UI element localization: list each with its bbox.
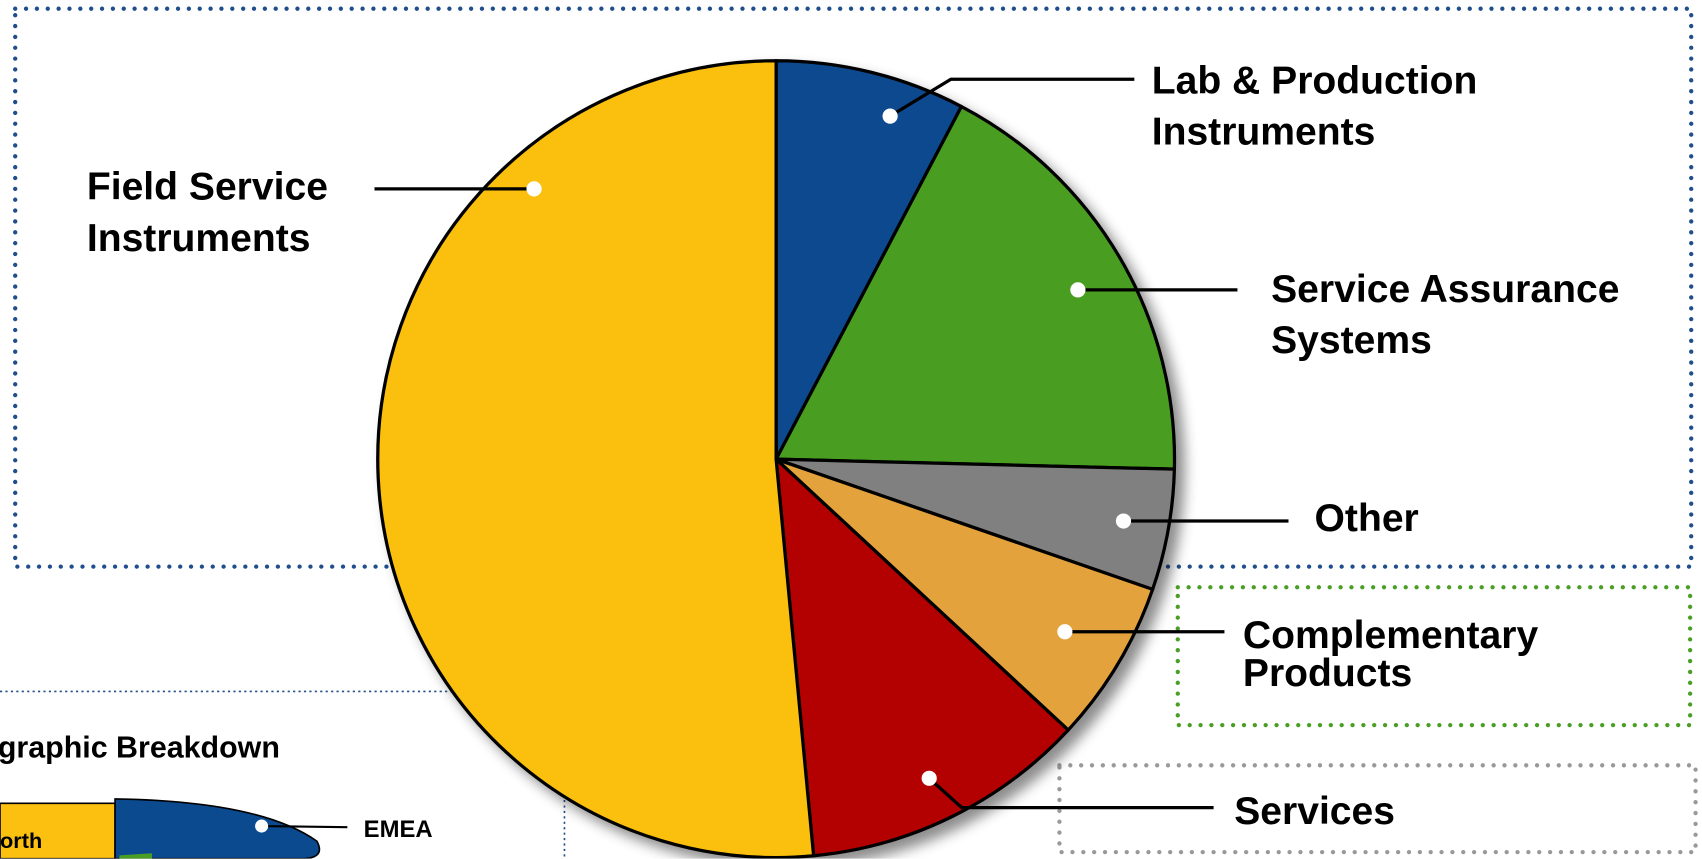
inset-slice — [0, 802, 116, 859]
leader-line — [928, 777, 1214, 810]
slice-label: Field Service Instruments — [86, 163, 328, 260]
leader-dot — [1070, 282, 1086, 298]
slice-label: Service Assurance Systems — [1271, 265, 1620, 362]
slice-label: Lab & Production Instruments — [1151, 57, 1478, 154]
inset-slice — [119, 853, 152, 859]
leader-line — [889, 77, 1135, 118]
pie-slice — [774, 457, 1070, 858]
pie-slice — [774, 104, 1177, 471]
pie-slice — [376, 59, 816, 859]
leader-dot — [526, 181, 542, 197]
slice-label: Services — [1234, 788, 1396, 833]
slice-label: Complementary Products — [1242, 612, 1539, 695]
inset-dot — [255, 819, 269, 833]
pie — [376, 59, 1177, 859]
pie-slice — [774, 457, 1155, 732]
inset-leader — [261, 824, 348, 829]
inset-title: graphic Breakdown — [0, 730, 280, 765]
pie-slice — [774, 59, 964, 461]
inset-label: orth — [0, 829, 43, 854]
leaders — [374, 77, 1289, 810]
leader-dot — [1115, 513, 1132, 529]
inset-label: EMEA — [363, 815, 433, 843]
leader-dot — [921, 770, 937, 786]
inset-slice — [114, 798, 321, 859]
leader-dot — [1057, 624, 1073, 640]
slice-label: Other — [1314, 494, 1419, 540]
leader-dot — [882, 108, 898, 124]
